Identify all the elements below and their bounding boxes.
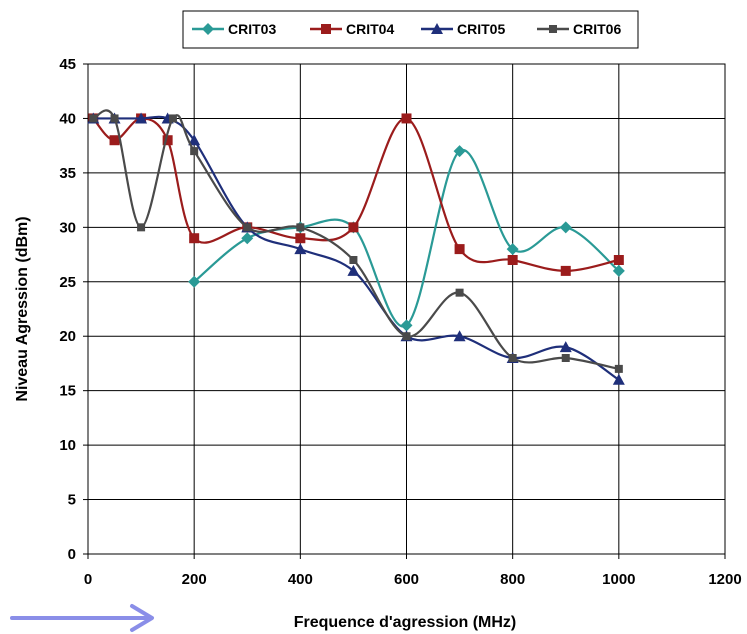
y-tick-label: 10	[59, 437, 76, 454]
legend-marker	[549, 25, 557, 33]
legend-label: CRIT03	[228, 21, 276, 37]
y-tick-label: 40	[59, 110, 76, 127]
data-point	[168, 114, 177, 123]
legend-box: CRIT03 CRIT04 CRIT05 CRIT06	[182, 10, 639, 49]
x-tick-label: 1000	[602, 571, 635, 588]
data-point	[401, 113, 412, 124]
data-point	[559, 221, 572, 234]
data-point	[402, 332, 411, 341]
data-point	[188, 134, 201, 146]
legend-marker	[431, 23, 443, 34]
data-point	[453, 330, 466, 342]
x-tick-label: 800	[500, 571, 525, 588]
data-point	[188, 275, 201, 288]
data-point	[162, 135, 173, 146]
x-tick-label: 600	[394, 571, 419, 588]
data-point	[400, 319, 413, 332]
data-point	[561, 354, 570, 362]
data-point	[190, 147, 199, 156]
data-point	[347, 264, 360, 276]
y-axis-title: Niveau Agression (dBm)	[14, 216, 31, 401]
legend-marker	[321, 24, 331, 34]
data-point	[455, 288, 464, 297]
data-point	[109, 135, 120, 146]
data-point	[294, 243, 307, 255]
data-point	[296, 223, 305, 232]
data-point	[612, 264, 625, 277]
x-tick-label: 200	[182, 571, 207, 588]
legend-item-crit06: CRIT06	[537, 21, 621, 37]
y-tick-label: 45	[59, 56, 76, 73]
series-layer	[87, 109, 625, 385]
y-tick-label: 15	[59, 383, 76, 400]
legend-entries: CRIT03 CRIT04 CRIT05 CRIT06	[192, 21, 621, 37]
data-point	[295, 233, 306, 244]
x-tick-label: 400	[288, 571, 313, 588]
arrow-icon	[10, 604, 154, 632]
tick-labels: 0 5 10 15 20 25 30 35 40 45 0 200 400 600 800 1000 1200	[59, 56, 741, 588]
x-axis-title: Frequence d'agression (MHz)	[294, 614, 517, 631]
data-point	[349, 256, 358, 264]
data-point	[348, 222, 359, 233]
series-crit06	[89, 109, 623, 373]
data-point	[189, 233, 200, 244]
y-tick-label: 35	[59, 165, 76, 182]
data-point	[110, 114, 119, 123]
data-point	[508, 354, 517, 362]
data-point	[137, 223, 146, 232]
data-point	[89, 114, 98, 123]
data-point	[453, 145, 466, 158]
legend-marker	[202, 23, 214, 35]
data-point	[560, 265, 571, 276]
legend-item-crit03: CRIT03	[192, 21, 276, 37]
data-point	[506, 243, 519, 256]
data-point	[507, 255, 518, 265]
x-tick-label: 1200	[708, 571, 741, 588]
legend-label: CRIT05	[457, 21, 505, 37]
data-point	[454, 244, 465, 255]
y-tick-label: 20	[59, 328, 76, 345]
legend-item-crit05: CRIT05	[421, 21, 505, 37]
data-point	[613, 255, 624, 265]
x-tick-label: 0	[84, 571, 92, 588]
y-tick-label: 0	[68, 546, 76, 563]
data-point	[559, 341, 572, 353]
data-point	[241, 232, 254, 245]
data-point	[614, 364, 623, 373]
y-tick-label: 30	[59, 219, 76, 236]
data-point	[612, 373, 625, 385]
data-point	[243, 223, 252, 232]
y-tick-label: 5	[68, 492, 76, 509]
y-tick-label: 25	[59, 274, 76, 291]
legend-item-crit04: CRIT04	[310, 21, 394, 37]
legend-label: CRIT06	[573, 21, 621, 37]
legend-label: CRIT04	[346, 21, 394, 37]
data-point	[135, 112, 148, 124]
